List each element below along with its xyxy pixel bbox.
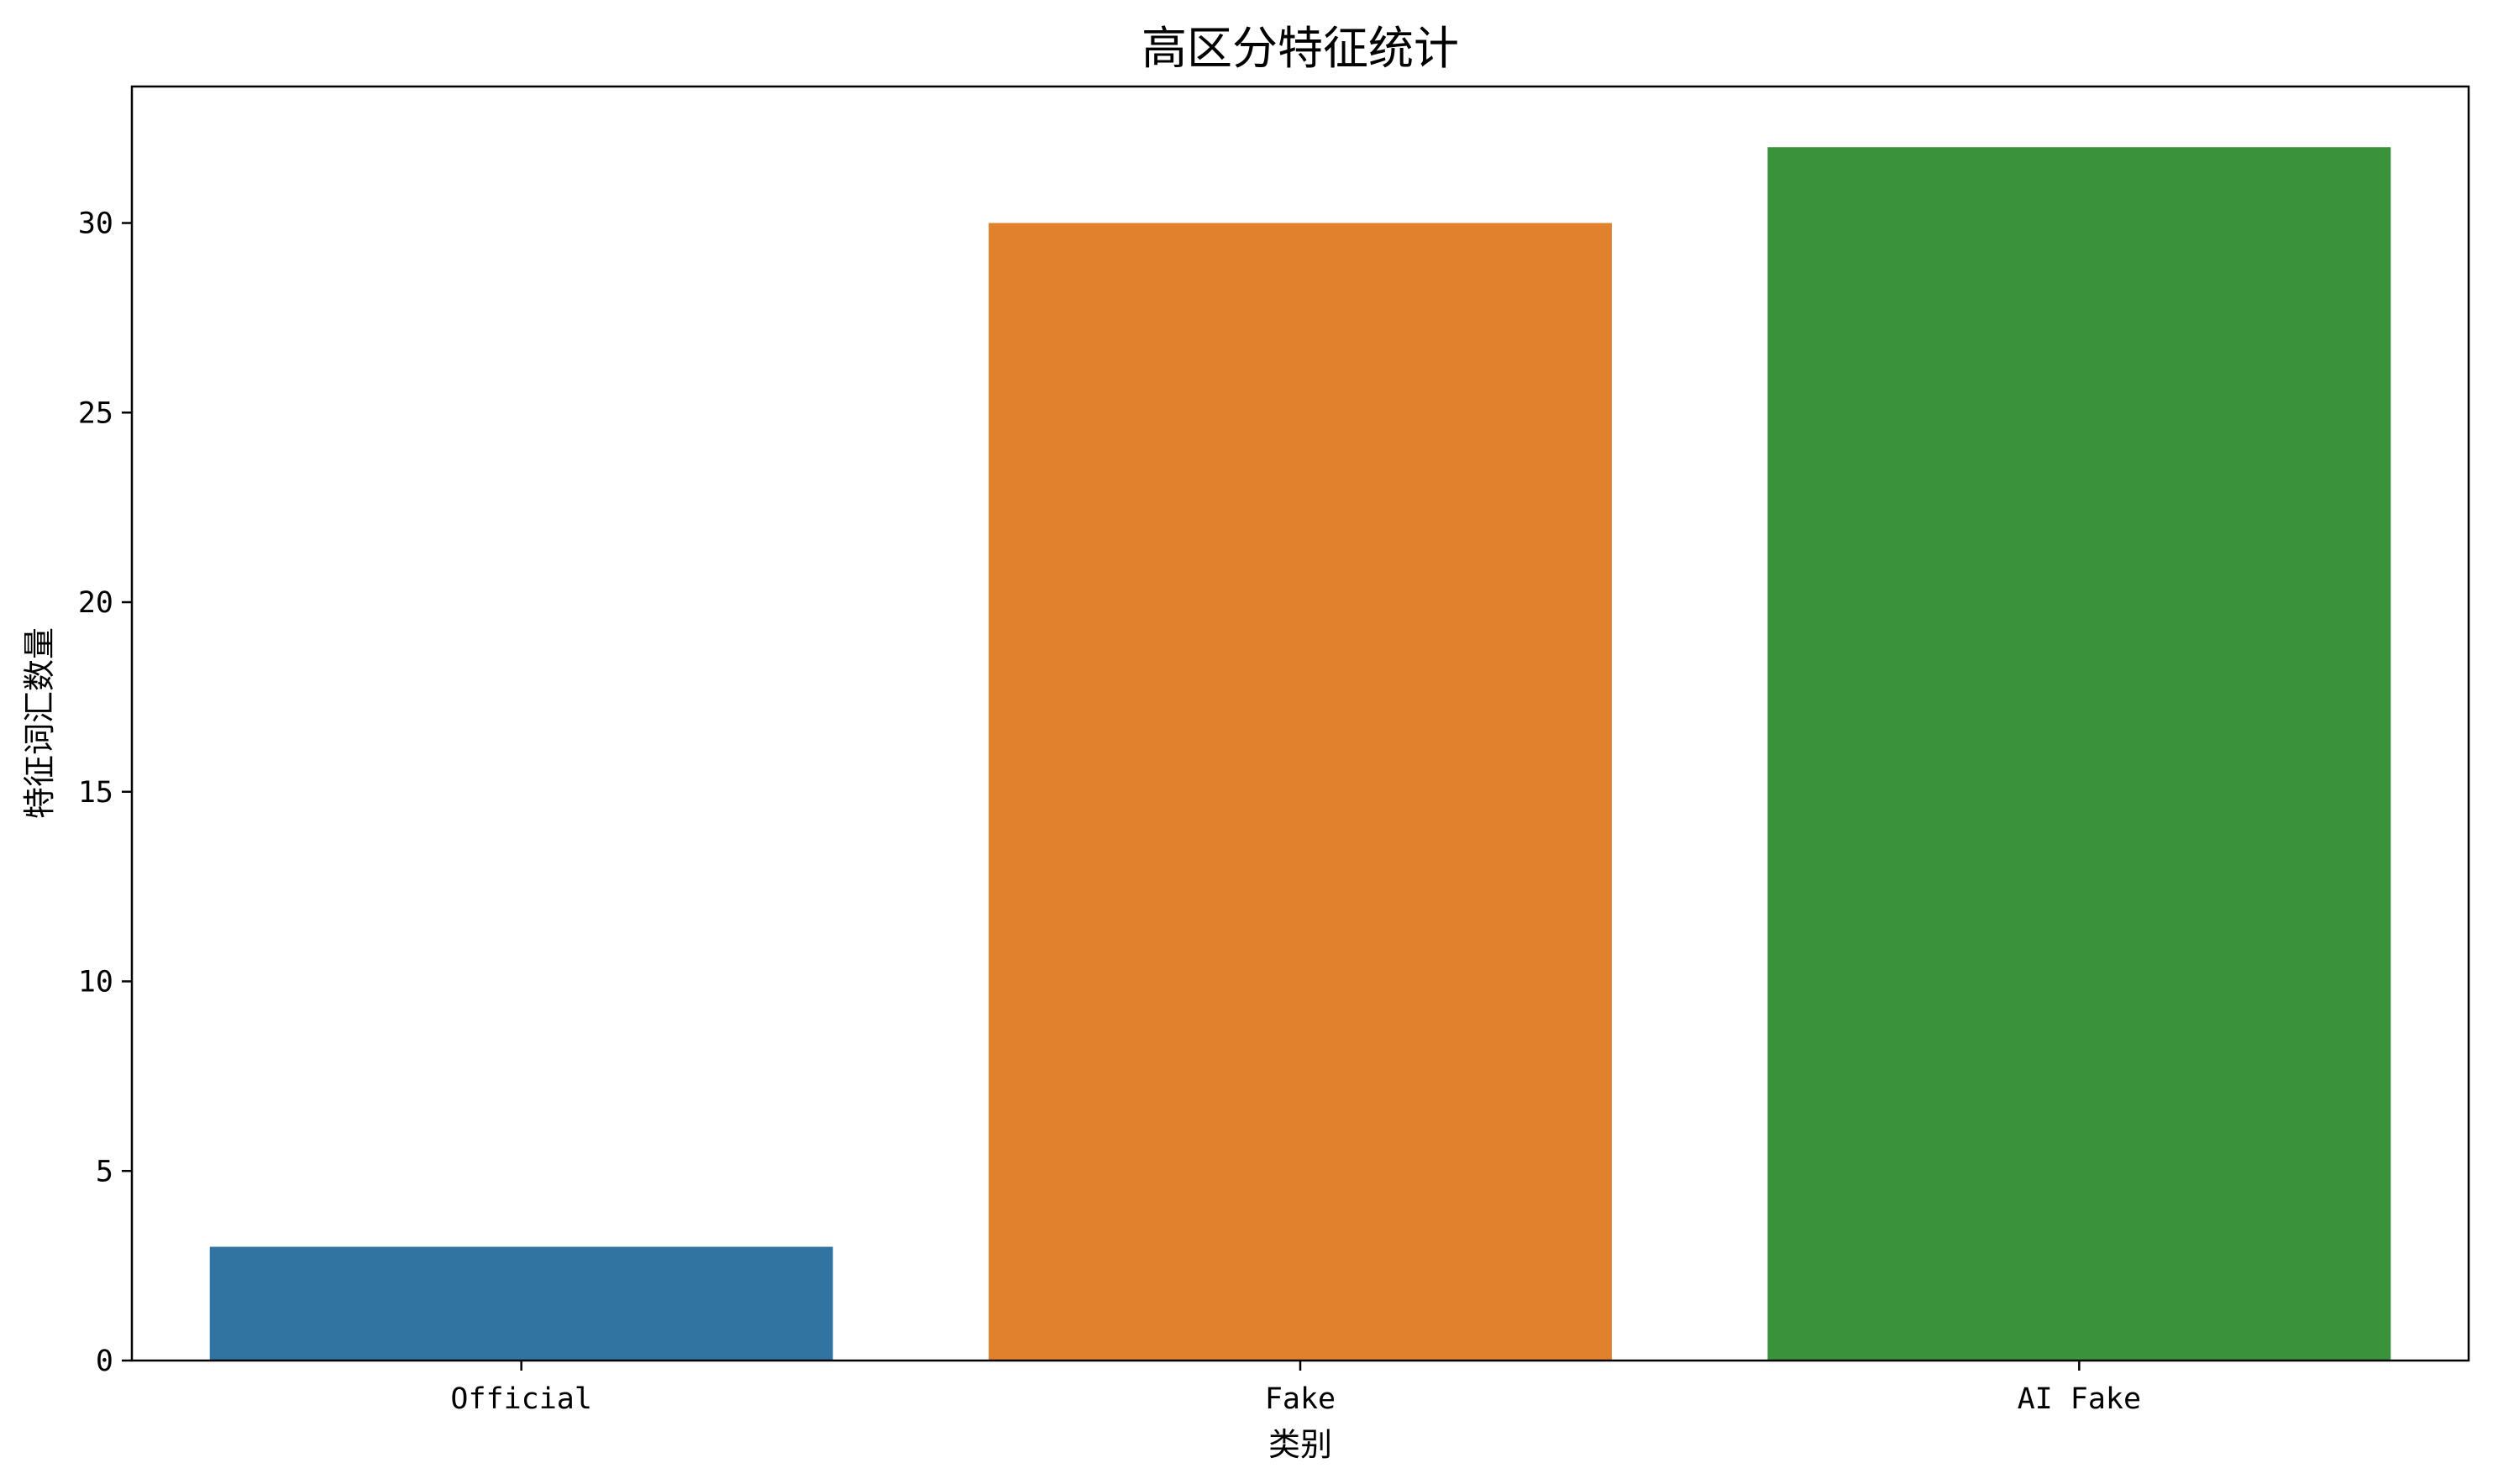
x-axis: Official Fake AI Fake xyxy=(450,1361,2141,1416)
y-axis: 0 5 10 15 20 25 30 xyxy=(78,207,132,1378)
y-tick-label: 20 xyxy=(78,586,113,620)
y-tick-label: 0 xyxy=(96,1345,113,1378)
y-axis-label: 特征词汇数量 xyxy=(21,627,58,819)
bars-layer xyxy=(209,147,2391,1361)
y-tick-label: 30 xyxy=(78,207,113,241)
y-tick-label: 10 xyxy=(78,966,113,999)
x-tick-label: Fake xyxy=(1265,1382,1336,1416)
bar-official xyxy=(209,1246,833,1361)
y-tick-label: 15 xyxy=(78,776,113,810)
x-axis-label: 类别 xyxy=(1268,1426,1332,1463)
y-tick-label: 5 xyxy=(96,1155,113,1188)
x-tick-label: AI Fake xyxy=(2018,1382,2142,1416)
bar-ai-fake xyxy=(1767,147,2391,1361)
plot-frame xyxy=(130,85,2470,1362)
bar-fake xyxy=(989,223,1612,1361)
y-tick-label: 25 xyxy=(78,396,113,430)
x-tick-label: Official xyxy=(450,1382,592,1416)
chart-title: 高区分特征统计 xyxy=(1142,22,1459,75)
